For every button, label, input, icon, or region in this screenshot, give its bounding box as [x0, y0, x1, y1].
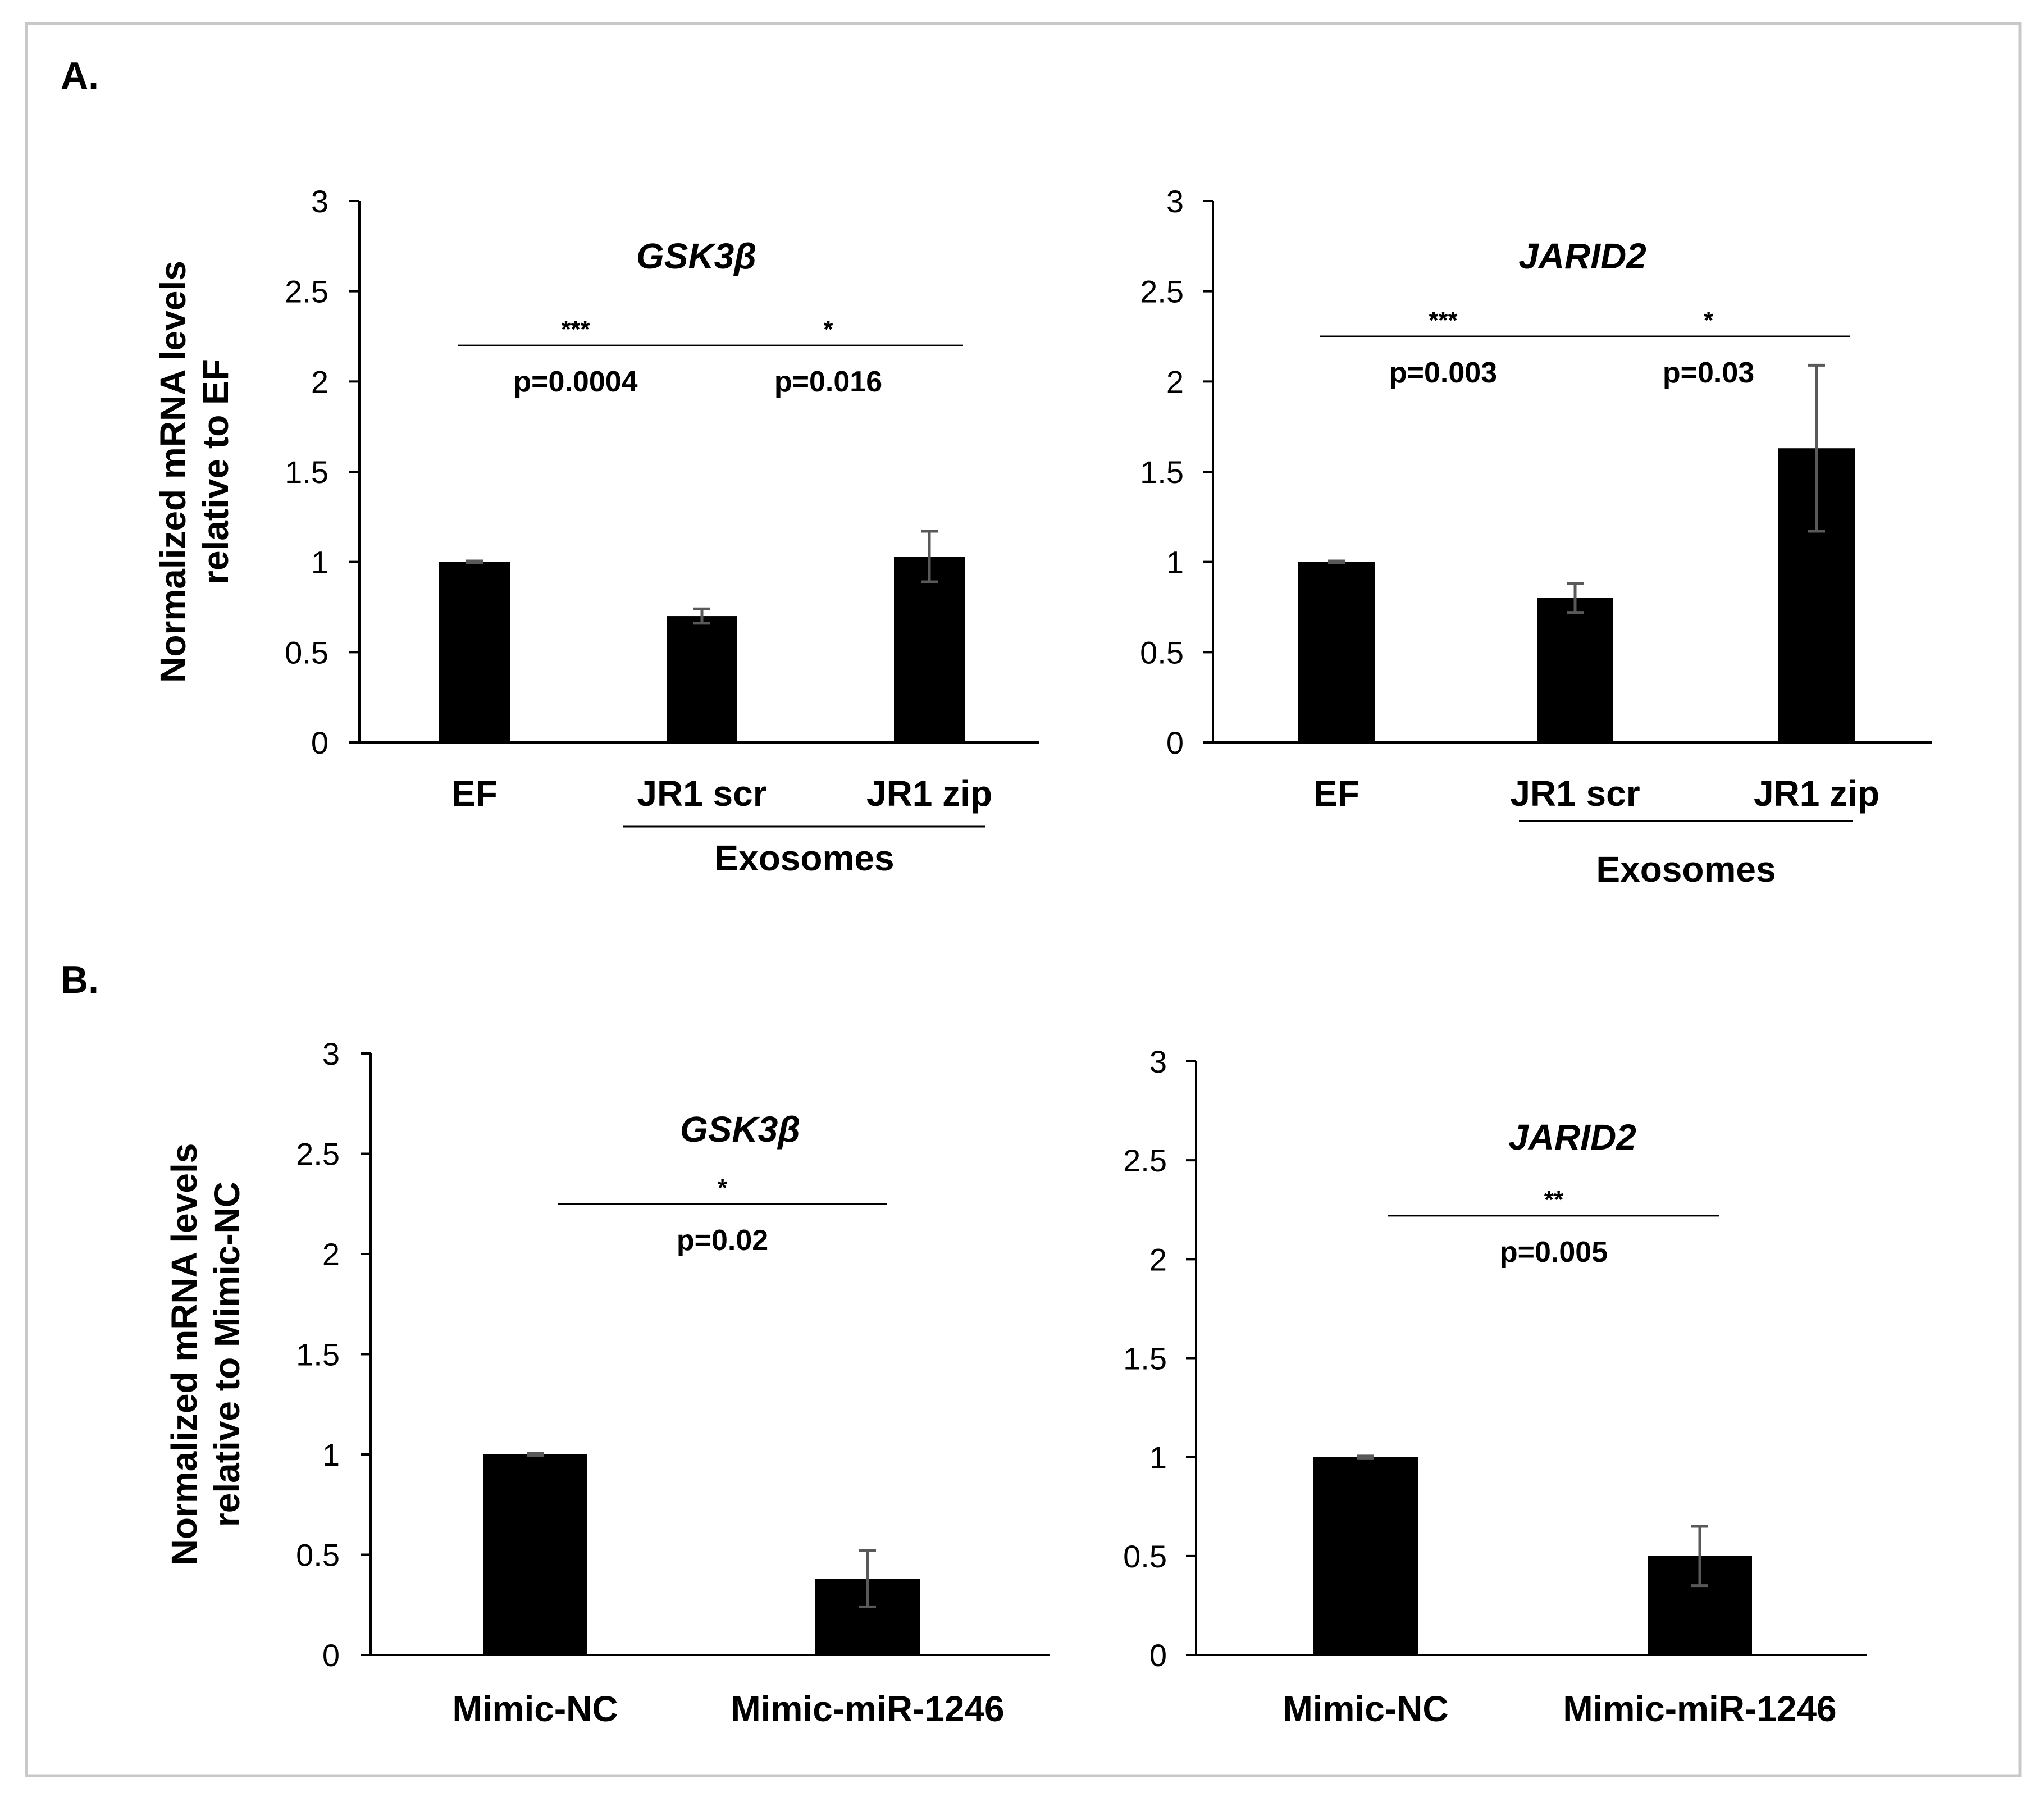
- y-tick-label: 0: [1149, 1638, 1167, 1673]
- category-label: Mimic-NC: [452, 1689, 618, 1729]
- y-tick-label: 3: [1166, 184, 1184, 219]
- y-tick-label: 1.5: [285, 454, 328, 490]
- y-tick-label: 1: [1166, 545, 1184, 580]
- bar: [667, 616, 737, 742]
- y-axis-label: Normalized mRNA levelsrelative to EF: [153, 261, 236, 683]
- category-label: Mimic-miR-1246: [731, 1689, 1004, 1729]
- y-tick-label: 2: [1149, 1242, 1167, 1277]
- significance-stars: ***: [1429, 307, 1458, 334]
- y-axis-label-line: relative to Mimic-NC: [207, 1182, 247, 1527]
- y-tick-label: 2: [322, 1237, 340, 1272]
- category-label: Mimic-miR-1246: [1563, 1689, 1836, 1729]
- y-tick-label: 0.5: [1140, 635, 1184, 670]
- y-axis-label-line: Normalized mRNA levels: [153, 261, 193, 683]
- y-tick-label: 0: [322, 1638, 340, 1673]
- y-tick-label: 0.5: [296, 1538, 340, 1573]
- chart-4: 0 0.5 1 1.5 2 2.5 3 Mimic-NC Mimic-miR-1246 JARID…: [1123, 1044, 1867, 1729]
- y-axis-label: Normalized mRNA levelsrelative to Mimic-…: [164, 1143, 247, 1566]
- chart-1: 0 0.5 1 1.5 2 2.5 3 EF JR1 scr JR1 zip GSK3β *** p=0…: [153, 184, 1039, 878]
- y-tick-label: 2.5: [285, 274, 328, 309]
- y-tick-label: 2: [311, 364, 328, 399]
- y-tick-label: 0: [311, 725, 328, 760]
- y-tick-label: 2.5: [1123, 1143, 1167, 1178]
- significance-stars: *: [718, 1174, 728, 1202]
- group-label: Exosomes: [714, 838, 894, 878]
- bar: [894, 557, 965, 742]
- panel-letter-b: B.: [61, 959, 99, 1001]
- p-value-label: p=0.0004: [513, 366, 637, 398]
- chart-3: 0 0.5 1 1.5 2 2.5 3 Mimic-NC Mimic-miR-1246 GSK3β…: [164, 1036, 1050, 1729]
- y-tick-label: 1.5: [296, 1337, 340, 1372]
- y-tick-label: 1.5: [1123, 1341, 1167, 1376]
- bar: [483, 1454, 587, 1655]
- y-tick-label: 3: [311, 184, 328, 219]
- category-label: EF: [1313, 773, 1359, 814]
- p-value-label: p=0.02: [677, 1224, 768, 1257]
- y-tick-label: 1: [311, 545, 328, 580]
- category-label: JR1 zip: [1754, 773, 1879, 814]
- category-label: EF: [451, 773, 498, 814]
- significance-stars: *: [823, 316, 833, 343]
- figure-border: [25, 22, 2022, 1777]
- y-tick-label: 1: [322, 1437, 340, 1472]
- chart-title: JARID2: [1508, 1117, 1636, 1157]
- category-label: JR1 scr: [1510, 773, 1640, 814]
- significance-stars: **: [1544, 1186, 1564, 1214]
- p-value-label: p=0.016: [774, 366, 882, 398]
- y-tick-label: 2.5: [1140, 274, 1184, 309]
- y-tick-label: 2: [1166, 364, 1184, 399]
- y-tick-label: 3: [1149, 1044, 1167, 1079]
- bar: [1313, 1457, 1418, 1655]
- bar: [1298, 562, 1375, 742]
- bar: [439, 562, 510, 742]
- category-label: JR1 zip: [866, 773, 992, 814]
- y-tick-label: 0: [1166, 725, 1184, 760]
- y-tick-label: 3: [322, 1036, 340, 1071]
- group-label: Exosomes: [1596, 849, 1776, 890]
- p-value-label: p=0.005: [1500, 1236, 1608, 1269]
- chart-title: GSK3β: [636, 236, 756, 276]
- y-tick-label: 0.5: [285, 635, 328, 670]
- chart-title: GSK3β: [680, 1109, 800, 1150]
- category-label: JR1 scr: [637, 773, 766, 814]
- p-value-label: p=0.03: [1663, 357, 1754, 389]
- chart-2: 0 0.5 1 1.5 2 2.5 3 EF JR1 scr JR1 zip JARID2 *** p=…: [1140, 184, 1932, 890]
- bar: [1537, 598, 1613, 742]
- significance-stars: ***: [561, 316, 590, 343]
- chart-title: JARID2: [1518, 236, 1646, 276]
- y-tick-label: 0.5: [1123, 1539, 1167, 1574]
- y-tick-label: 1: [1149, 1440, 1167, 1475]
- y-axis-label-line: relative to EF: [195, 359, 236, 585]
- panel-letter-a: A.: [61, 54, 99, 97]
- y-tick-label: 1.5: [1140, 454, 1184, 490]
- p-value-label: p=0.003: [1389, 357, 1497, 389]
- significance-stars: *: [1704, 307, 1714, 334]
- y-axis-label-line: Normalized mRNA levels: [164, 1143, 204, 1566]
- y-tick-label: 2.5: [296, 1137, 340, 1172]
- category-label: Mimic-NC: [1283, 1689, 1448, 1729]
